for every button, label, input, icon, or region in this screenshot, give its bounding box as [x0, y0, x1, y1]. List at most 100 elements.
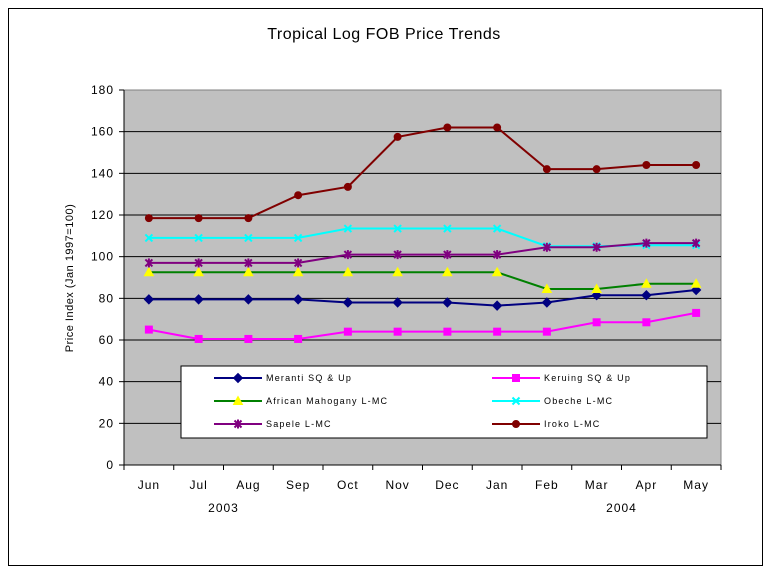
data-point-marker	[294, 191, 303, 200]
x-tick-labels: Jun Jul Aug Sep Oct Nov Dec Jan Feb Mar Apr May 2003…	[138, 478, 709, 515]
data-point-marker	[144, 233, 154, 243]
series-line	[148, 311, 697, 340]
data-point-marker	[542, 327, 551, 336]
data-point-marker	[512, 374, 520, 382]
data-point-marker	[443, 123, 452, 132]
axes	[119, 89, 722, 470]
data-point-marker	[343, 182, 352, 191]
data-point-marker	[232, 395, 244, 405]
data-point-marker	[292, 266, 304, 277]
triangle-marker	[243, 266, 254, 277]
data-point-marker	[591, 283, 602, 293]
diamond-marker	[442, 297, 453, 308]
data-point-marker	[293, 258, 303, 268]
triangle-marker	[641, 278, 652, 288]
data-point-marker	[193, 266, 204, 277]
data-point-marker	[642, 238, 651, 248]
square-marker	[343, 327, 352, 336]
data-point-marker	[542, 165, 551, 174]
circle-marker	[393, 132, 402, 141]
y-tick-label: 140	[91, 166, 114, 180]
series-line	[148, 242, 697, 264]
square-marker	[692, 308, 701, 317]
circle-marker	[194, 214, 203, 223]
data-point-marker	[692, 161, 701, 169]
data-point-marker	[343, 250, 353, 260]
triangle-marker	[541, 283, 553, 293]
square-marker	[393, 327, 402, 336]
data-point-marker	[393, 250, 402, 260]
y-axis-label: Price Index (Jan 1997=100)	[64, 204, 76, 352]
circle-marker	[692, 161, 701, 169]
series-meranti-sq-up	[143, 284, 702, 311]
square-marker	[443, 327, 452, 336]
series-keruing-sq-up	[144, 308, 701, 343]
legend-box	[180, 365, 708, 439]
data-point-marker	[491, 300, 503, 311]
x-marker-stroke	[511, 396, 521, 406]
data-point-marker	[692, 308, 701, 317]
x-tick-label: Jun	[138, 478, 160, 492]
y-tick-label: 60	[99, 333, 114, 347]
data-point-marker	[443, 224, 452, 233]
triangle-marker	[491, 266, 503, 277]
year-label: 2003	[208, 501, 239, 515]
y-tick-label: 40	[99, 375, 114, 389]
x-tick-label: Mar	[585, 478, 609, 492]
diamond-marker	[292, 294, 304, 305]
data-point-marker	[641, 278, 652, 288]
square-marker	[592, 318, 601, 327]
triangle-marker	[342, 266, 354, 277]
year-label: 2004	[606, 501, 637, 515]
legend-label: Keruing SQ & Up	[544, 373, 631, 383]
data-point-marker	[194, 233, 203, 243]
data-point-marker	[592, 242, 601, 252]
legend-entry: Iroko L-MC	[492, 419, 601, 429]
data-point-marker	[442, 266, 453, 277]
data-point-marker	[144, 325, 153, 334]
data-point-marker	[244, 214, 253, 223]
x-marker-stroke	[144, 233, 154, 243]
triangle-marker	[193, 266, 204, 277]
data-point-marker	[493, 327, 502, 336]
circle-marker	[642, 161, 651, 169]
data-point-marker	[143, 294, 155, 305]
legend-entry: Obeche L-MC	[492, 396, 612, 406]
legend-label: African Mahogany L-MC	[266, 396, 388, 406]
circle-marker	[144, 214, 153, 223]
chart-title: Tropical Log FOB Price Trends	[267, 26, 501, 43]
data-point-marker	[343, 327, 352, 336]
square-marker	[493, 327, 502, 336]
x-marker-stroke	[244, 233, 253, 243]
y-tick-label: 20	[99, 416, 114, 430]
x-marker-stroke	[343, 224, 353, 233]
triangle-marker	[143, 266, 155, 277]
legend-entry: Meranti SQ & Up	[214, 372, 351, 384]
data-point-marker	[342, 297, 354, 308]
series-lines	[143, 123, 702, 343]
data-point-marker	[443, 250, 452, 260]
data-point-marker	[491, 266, 503, 277]
legend-label: Iroko L-MC	[544, 419, 601, 429]
diamond-marker	[143, 294, 155, 305]
triangle-marker	[690, 278, 702, 288]
diamond-marker	[342, 297, 354, 308]
data-point-marker	[541, 283, 553, 293]
diamond-marker	[193, 294, 204, 305]
circle-marker	[294, 191, 303, 200]
data-point-marker	[512, 420, 520, 428]
legend: Meranti SQ & Up Keruing SQ & Up African Ma…	[180, 365, 708, 439]
x-tick-label: May	[683, 478, 709, 492]
y-tick-label: 80	[99, 291, 114, 305]
data-point-marker	[393, 132, 402, 141]
x-marker-stroke	[492, 224, 502, 233]
y-tick-label: 0	[106, 458, 114, 472]
data-point-marker	[542, 242, 552, 252]
circle-marker	[244, 214, 253, 223]
x-tick-label: Nov	[385, 478, 409, 492]
x-marker-stroke	[194, 233, 203, 243]
square-marker	[144, 325, 153, 334]
data-point-marker	[493, 123, 502, 132]
square-marker	[512, 374, 520, 382]
x-tick-label: Apr	[636, 478, 658, 492]
